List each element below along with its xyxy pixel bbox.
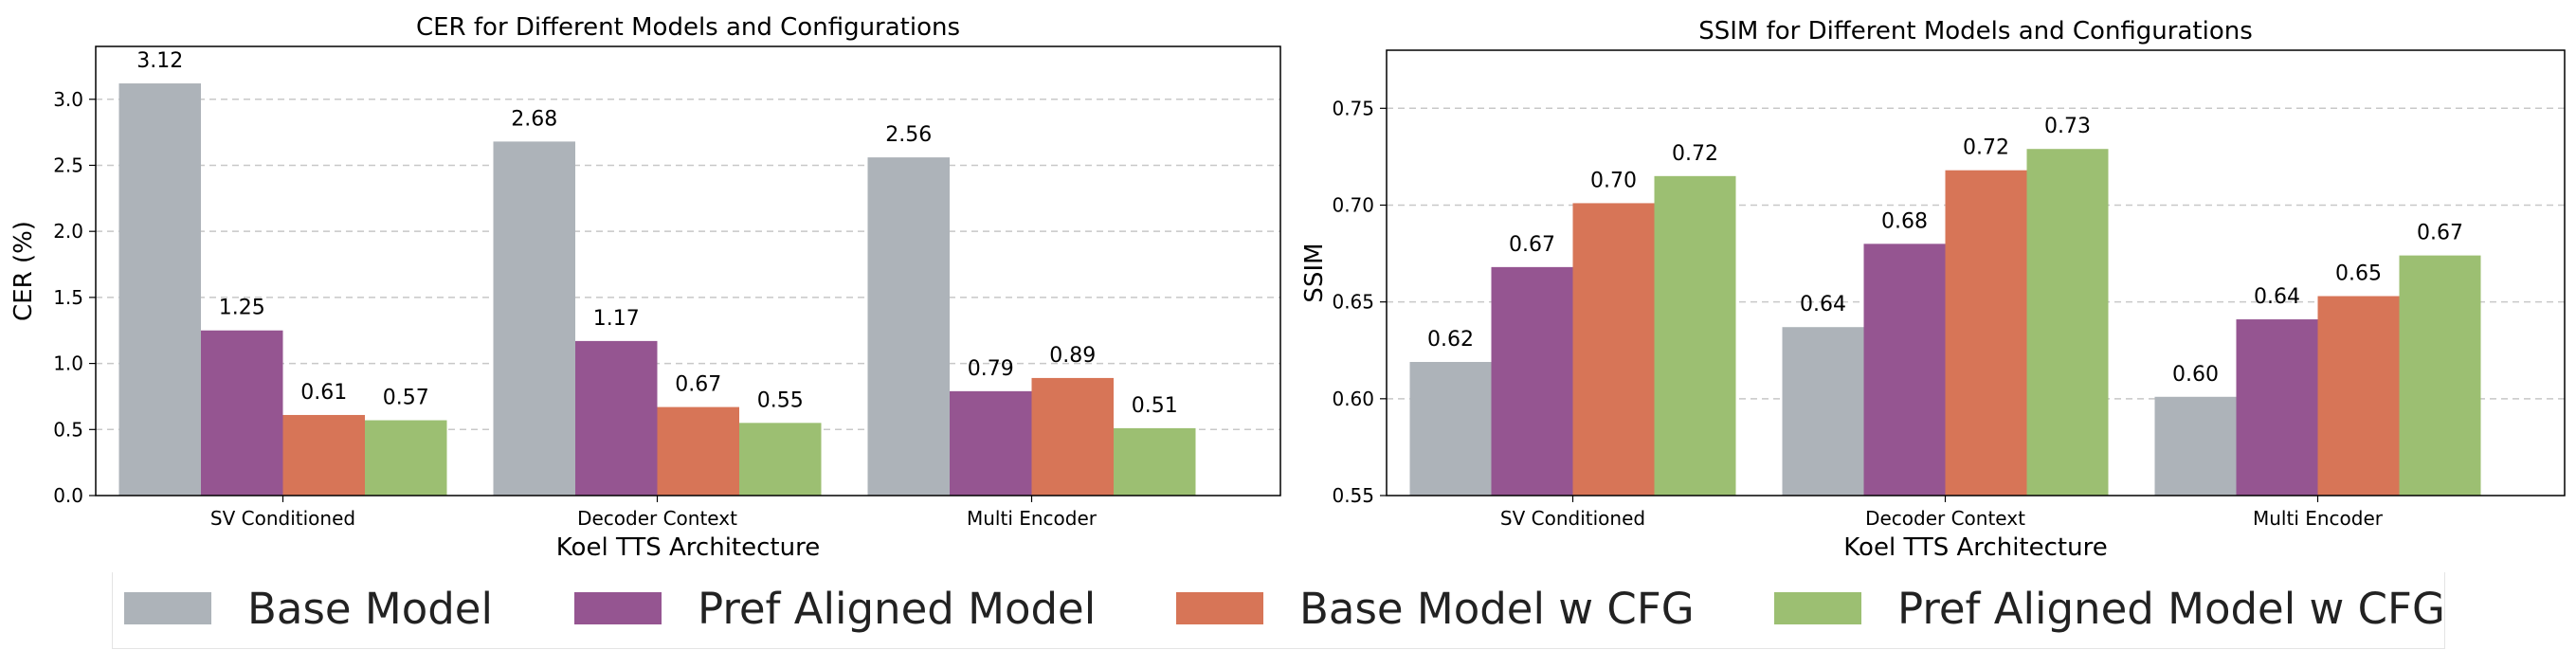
y-axis-label: CER (%) bbox=[9, 221, 38, 321]
data-label: 0.55 bbox=[757, 388, 804, 412]
y-axis-label: SSIM bbox=[1300, 243, 1329, 302]
data-label: 0.67 bbox=[1509, 233, 1555, 257]
x-tick-label: SV Conditioned bbox=[1500, 507, 1645, 530]
legend-swatch-pref-aligned-model-w-cfg bbox=[1774, 592, 1861, 624]
bar-base-model-decoder-context bbox=[493, 141, 575, 496]
x-tick-label: Multi Encoder bbox=[967, 507, 1098, 530]
y-tick-label: 0.0 bbox=[53, 484, 83, 507]
plot-frame bbox=[95, 45, 1281, 497]
data-label: 0.72 bbox=[1672, 142, 1718, 166]
bar-pref-aligned-model-decoder-context bbox=[1863, 244, 1946, 496]
data-label: 0.73 bbox=[2044, 115, 2091, 138]
data-label: 1.17 bbox=[593, 307, 640, 331]
legend-item-base-model-w-cfg: Base Model w CFG bbox=[1176, 582, 1695, 635]
bar-pref-aligned-model-sv-conditioned bbox=[1491, 266, 1573, 496]
bar-base-model-sv-conditioned bbox=[1409, 362, 1492, 496]
data-label: 0.64 bbox=[1800, 293, 1846, 316]
bar-pref-aligned-model-w-cfg-sv-conditioned bbox=[1654, 175, 1736, 496]
cer-chart: 3.12 1.25 0.61 0.57 SV Conditioned 2.68 1.17 0.… bbox=[9, 13, 1281, 562]
plot-frame bbox=[1386, 49, 2566, 497]
data-label: 0.62 bbox=[1427, 328, 1474, 352]
x-tick-label: SV Conditioned bbox=[210, 507, 355, 530]
data-label: 0.67 bbox=[2417, 222, 2463, 245]
legend-item-pref-aligned-model: Pref Aligned Model bbox=[574, 582, 1096, 635]
data-label: 1.25 bbox=[219, 297, 265, 320]
x-tick-label: Multi Encoder bbox=[2253, 507, 2384, 530]
data-label: 0.65 bbox=[2335, 262, 2382, 286]
legend-label-base-model-w-cfg: Base Model w CFG bbox=[1299, 583, 1695, 634]
y-tick-label: 0.70 bbox=[1332, 193, 1374, 216]
data-label: 2.68 bbox=[511, 107, 557, 131]
bar-base-model-w-cfg-multi-encoder bbox=[2317, 296, 2400, 496]
legend-label-base-model: Base Model bbox=[247, 583, 493, 634]
legend-item-pref-aligned-model-w-cfg: Pref Aligned Model w CFG bbox=[1774, 582, 2445, 635]
ssim-chart: 0.62 0.67 0.70 0.72 SV Conditioned 0.64 0.68 0.… bbox=[1300, 17, 2566, 562]
legend-swatch-base-model-w-cfg bbox=[1176, 592, 1263, 624]
y-tick-label: 0.60 bbox=[1332, 388, 1374, 410]
bar-pref-aligned-model-decoder-context bbox=[575, 340, 658, 496]
y-tick-label: 0.65 bbox=[1332, 291, 1374, 314]
chart-title: SSIM for Different Models and Configurat… bbox=[1698, 17, 2253, 45]
data-label: 0.64 bbox=[2254, 285, 2300, 309]
data-label: 0.67 bbox=[675, 373, 721, 397]
bar-pref-aligned-model-w-cfg-multi-encoder bbox=[1114, 427, 1196, 496]
data-label: 0.61 bbox=[300, 381, 347, 405]
bar-base-model-w-cfg-sv-conditioned bbox=[1572, 203, 1655, 496]
y-tick-label: 1.0 bbox=[53, 352, 83, 375]
x-tick-label: Decoder Context bbox=[1865, 507, 2025, 530]
data-label: 0.57 bbox=[383, 387, 429, 410]
data-label: 0.70 bbox=[1590, 169, 1637, 192]
bar-base-model-decoder-context bbox=[1782, 327, 1864, 496]
bar-base-model-w-cfg-sv-conditioned bbox=[282, 414, 365, 496]
x-axis-label: Koel TTS Architecture bbox=[1843, 533, 2107, 562]
data-label: 0.51 bbox=[1132, 394, 1178, 418]
legend-label-pref-aligned-model-w-cfg: Pref Aligned Model w CFG bbox=[1897, 583, 2445, 634]
bar-pref-aligned-model-sv-conditioned bbox=[201, 330, 283, 496]
bar-pref-aligned-model-w-cfg-decoder-context bbox=[739, 423, 822, 496]
x-axis-label: Koel TTS Architecture bbox=[556, 533, 820, 562]
y-tick-label: 0.5 bbox=[53, 418, 83, 441]
bar-base-model-multi-encoder bbox=[867, 157, 950, 496]
bar-pref-aligned-model-multi-encoder bbox=[950, 390, 1032, 496]
data-label: 0.72 bbox=[1963, 136, 2009, 160]
bar-base-model-w-cfg-multi-encoder bbox=[1031, 377, 1114, 496]
bar-base-model-sv-conditioned bbox=[118, 83, 201, 497]
bar-pref-aligned-model-w-cfg-sv-conditioned bbox=[365, 420, 447, 496]
legend-swatch-pref-aligned-model bbox=[574, 592, 662, 624]
bar-base-model-w-cfg-decoder-context bbox=[657, 406, 739, 496]
bar-base-model-multi-encoder bbox=[2154, 396, 2237, 496]
data-label: 0.68 bbox=[1881, 209, 1928, 233]
bar-pref-aligned-model-w-cfg-decoder-context bbox=[2026, 149, 2109, 496]
data-label: 3.12 bbox=[136, 49, 183, 73]
bar-pref-aligned-model-w-cfg-multi-encoder bbox=[2399, 255, 2481, 496]
bar-base-model-w-cfg-decoder-context bbox=[1945, 170, 2027, 496]
data-label: 0.79 bbox=[968, 357, 1014, 381]
legend-swatch-base-model bbox=[124, 592, 211, 624]
y-tick-label: 3.0 bbox=[53, 88, 83, 111]
chart-title: CER for Different Models and Configurati… bbox=[416, 13, 960, 42]
x-tick-label: Decoder Context bbox=[577, 507, 737, 530]
data-label: 0.60 bbox=[2172, 363, 2219, 387]
y-tick-label: 2.5 bbox=[53, 153, 83, 176]
y-tick-label: 0.75 bbox=[1332, 97, 1374, 119]
data-label: 0.89 bbox=[1049, 344, 1096, 368]
legend-label-pref-aligned-model: Pref Aligned Model bbox=[698, 583, 1097, 634]
y-tick-label: 1.5 bbox=[53, 286, 83, 309]
y-tick-label: 2.0 bbox=[53, 220, 83, 243]
bar-pref-aligned-model-multi-encoder bbox=[2236, 319, 2318, 496]
legend-item-base-model: Base Model bbox=[124, 582, 493, 635]
legend: Base Model Pref Aligned Model Base Model… bbox=[112, 572, 2445, 649]
data-label: 2.56 bbox=[885, 123, 932, 147]
y-tick-label: 0.55 bbox=[1332, 484, 1374, 507]
